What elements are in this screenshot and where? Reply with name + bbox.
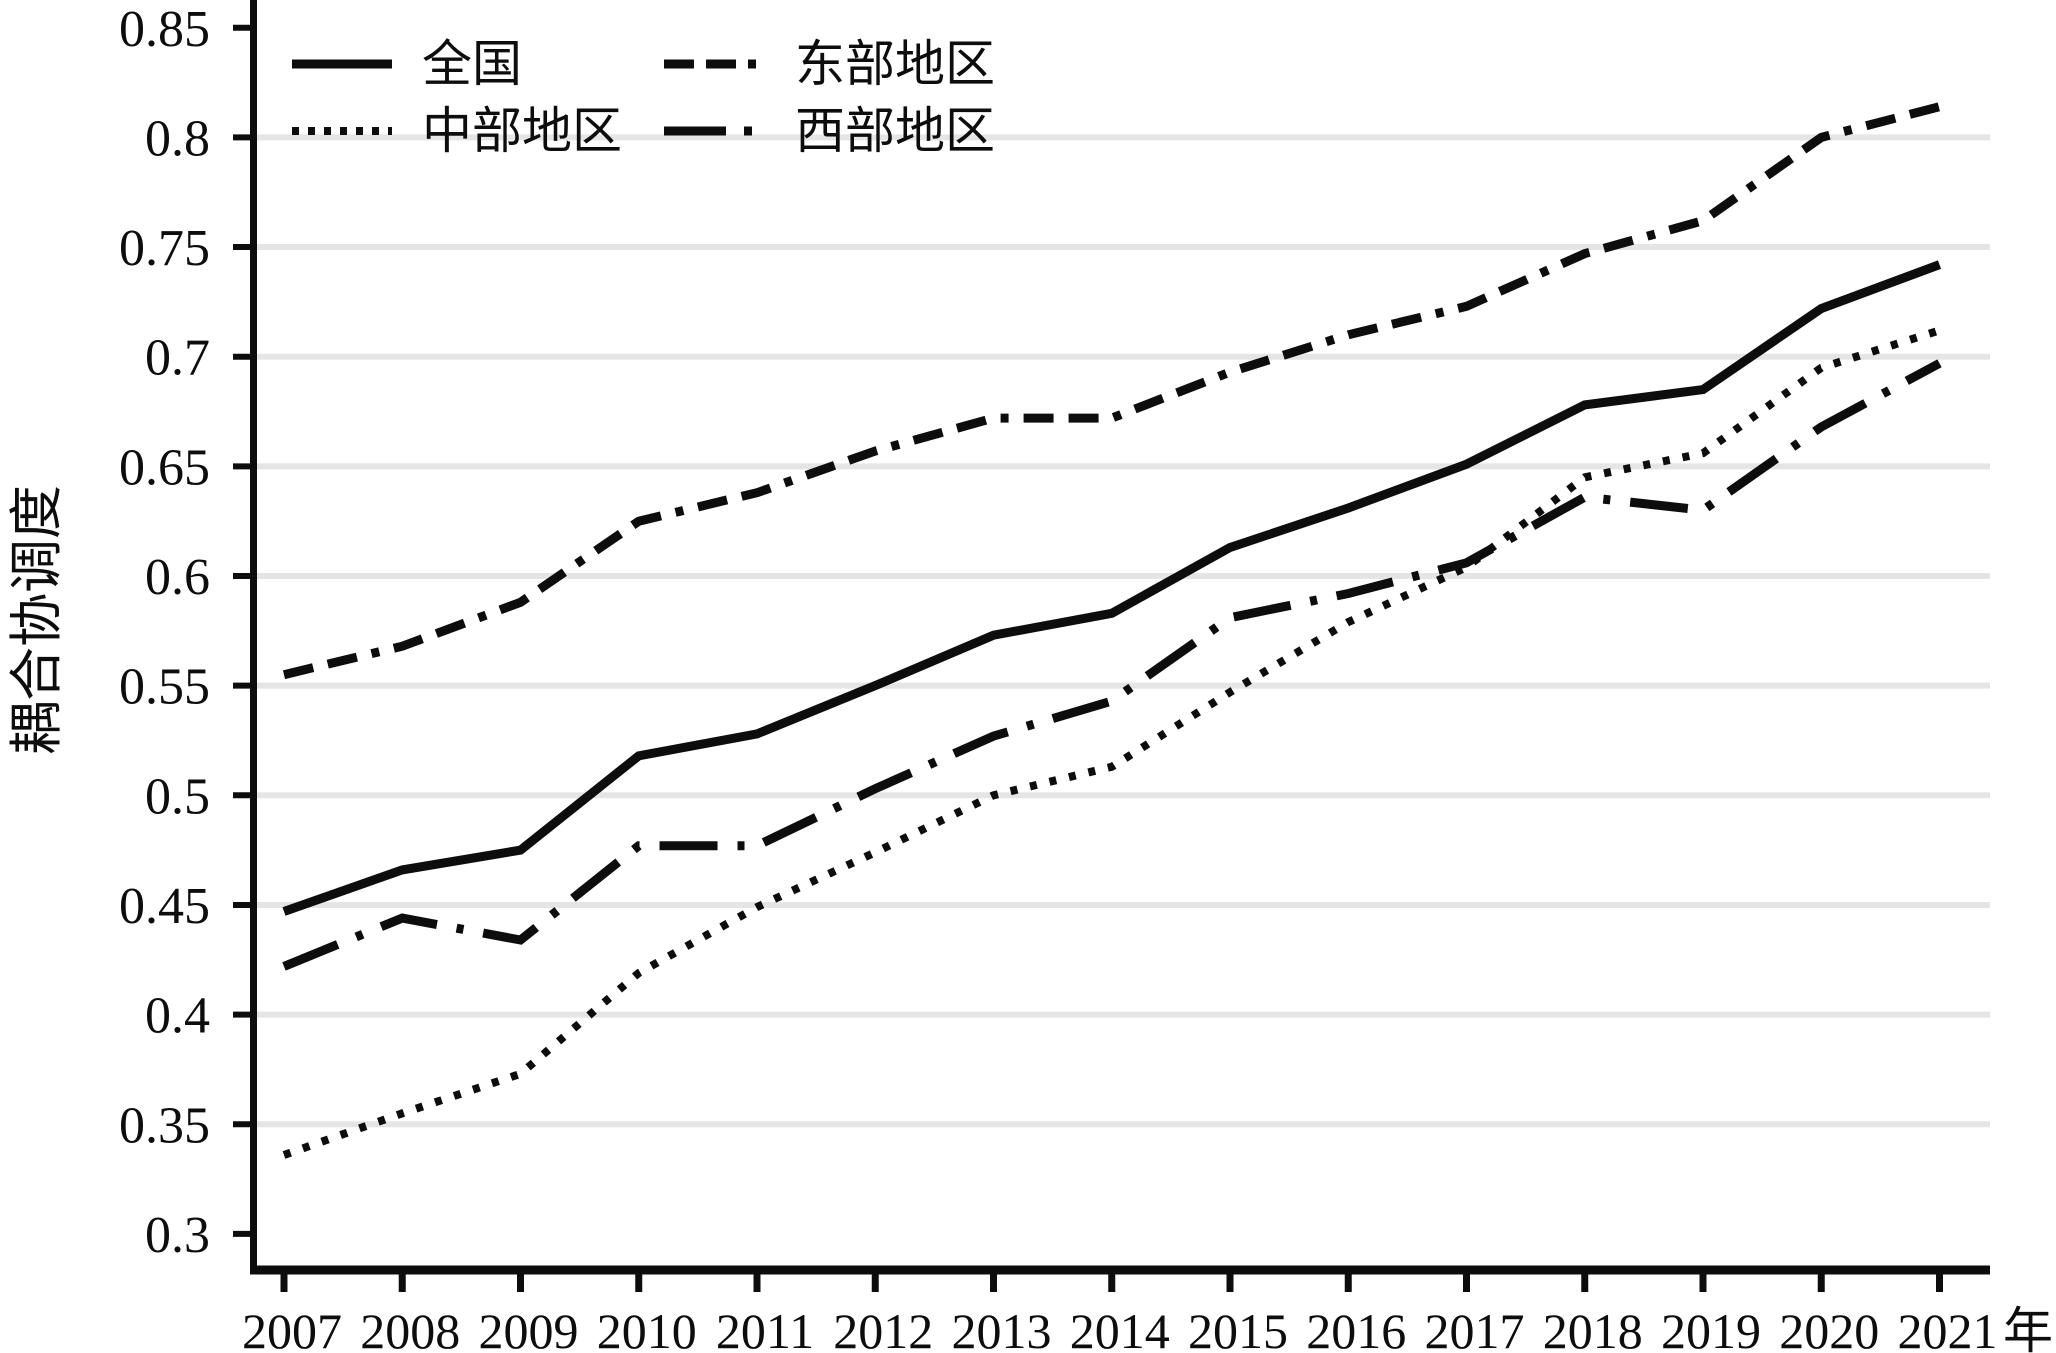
legend-label-全国: 全国 [422, 36, 522, 92]
x-tick-label: 2011 [716, 1303, 814, 1353]
series-line-中部地区 [282, 326, 1941, 1159]
series-line-东部地区 [282, 102, 1941, 680]
data-series-lines [282, 102, 1942, 1159]
y-tick-label: 0.4 [145, 988, 210, 1045]
x-axis-unit-label: 年 [2003, 1303, 2053, 1353]
legend-label-西部地区: 西部地区 [795, 103, 995, 159]
y-tick-label: 0.45 [119, 878, 210, 935]
y-tick-label: 0.35 [119, 1097, 210, 1154]
x-tick-label: 2013 [952, 1303, 1052, 1353]
y-axis-title: 耦合协调度 [7, 485, 67, 755]
y-tick-label: 0.85 [119, 1, 210, 58]
legend-label-中部地区: 中部地区 [422, 103, 622, 159]
axis-tick-labels: 0.3 0.35 0.4 0.45 0.5 0.55 0.6 0.65 0.7 0.75 0.8 0.… [119, 1, 1998, 1353]
x-tick-label: 2010 [597, 1303, 697, 1353]
gridlines [257, 134, 1990, 1128]
x-tick-label: 2009 [479, 1303, 579, 1353]
y-tick-label: 0.5 [145, 768, 210, 825]
x-tick-label: 2017 [1425, 1303, 1525, 1353]
x-tick-label: 2008 [360, 1303, 460, 1353]
series-line-西部地区 [282, 359, 1942, 971]
axes [250, 0, 1990, 1275]
x-tick-label: 2021 [1898, 1303, 1998, 1353]
y-tick-label: 0.8 [145, 110, 210, 167]
legend-label-东部地区: 东部地区 [795, 36, 995, 92]
x-tick-label: 2012 [833, 1303, 933, 1353]
x-tick-label: 2014 [1070, 1303, 1170, 1353]
y-tick-label: 0.7 [145, 330, 210, 387]
x-tick-label: 2019 [1661, 1303, 1761, 1353]
axis-ticks [233, 24, 1943, 1292]
x-tick-label: 2015 [1188, 1303, 1288, 1353]
y-tick-label: 0.3 [145, 1207, 210, 1264]
y-tick-label: 0.65 [119, 439, 210, 496]
x-tick-label: 2016 [1306, 1303, 1406, 1353]
x-tick-label: 2007 [242, 1303, 342, 1353]
y-tick-label: 0.55 [119, 659, 210, 716]
x-tick-label: 2020 [1779, 1303, 1879, 1353]
series-line-全国 [282, 260, 1942, 916]
y-tick-label: 0.6 [145, 549, 210, 606]
x-tick-label: 2018 [1543, 1303, 1643, 1353]
y-tick-label: 0.75 [119, 220, 210, 277]
